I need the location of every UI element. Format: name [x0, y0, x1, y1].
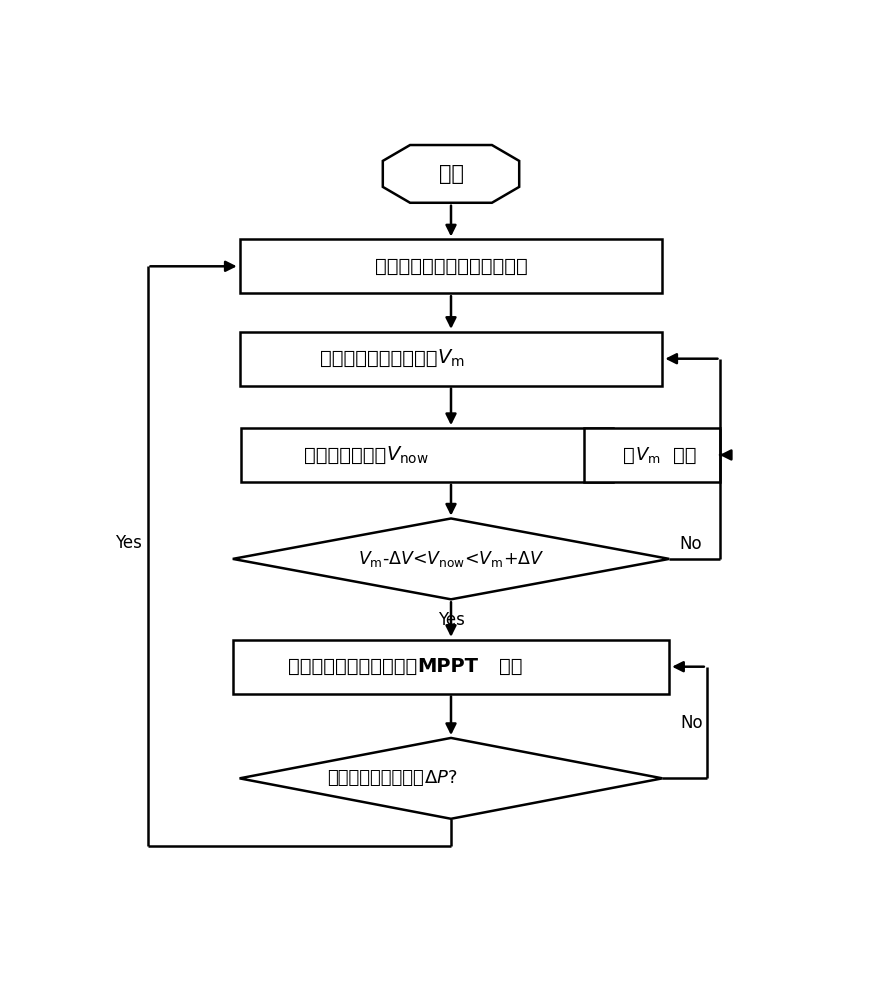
- Text: $V_{\mathrm{now}}$: $V_{\mathrm{now}}$: [386, 444, 429, 466]
- Text: 读取当前电压值: 读取当前电压值: [304, 445, 386, 464]
- Text: 算法: 算法: [499, 657, 522, 676]
- Bar: [241, 428, 613, 482]
- Text: 输出功率变化值大于: 输出功率变化值大于: [327, 769, 424, 787]
- Text: No: No: [681, 714, 703, 732]
- Text: 可编程直流电子负载电路扫描: 可编程直流电子负载电路扫描: [375, 257, 527, 276]
- Text: 调节: 调节: [672, 445, 696, 464]
- Polygon shape: [383, 145, 519, 203]
- Text: 准梯度式变步长扰动观测: 准梯度式变步长扰动观测: [288, 657, 417, 676]
- Bar: [233, 640, 670, 694]
- Text: Yes: Yes: [437, 611, 465, 629]
- Text: $V_{\mathrm{m}}$: $V_{\mathrm{m}}$: [437, 348, 465, 369]
- Bar: [239, 239, 663, 293]
- Polygon shape: [233, 518, 670, 599]
- Bar: [584, 428, 721, 482]
- Text: 读取最大功率点的电压: 读取最大功率点的电压: [319, 349, 437, 368]
- Text: MPPT: MPPT: [417, 657, 478, 676]
- Text: 向: 向: [623, 445, 635, 464]
- Text: $\Delta P$?: $\Delta P$?: [424, 769, 457, 787]
- Bar: [239, 332, 663, 386]
- Text: $V_{\mathrm{m}}$: $V_{\mathrm{m}}$: [635, 445, 661, 465]
- Polygon shape: [239, 738, 663, 819]
- Text: Yes: Yes: [115, 534, 142, 552]
- Text: 开始: 开始: [438, 164, 464, 184]
- Text: $V_{\mathrm{m}}$-$\Delta V$<$V_{\mathrm{now}}$<$V_{\mathrm{m}}$+$\Delta V$: $V_{\mathrm{m}}$-$\Delta V$<$V_{\mathrm{…: [358, 549, 544, 569]
- Text: No: No: [679, 535, 702, 553]
